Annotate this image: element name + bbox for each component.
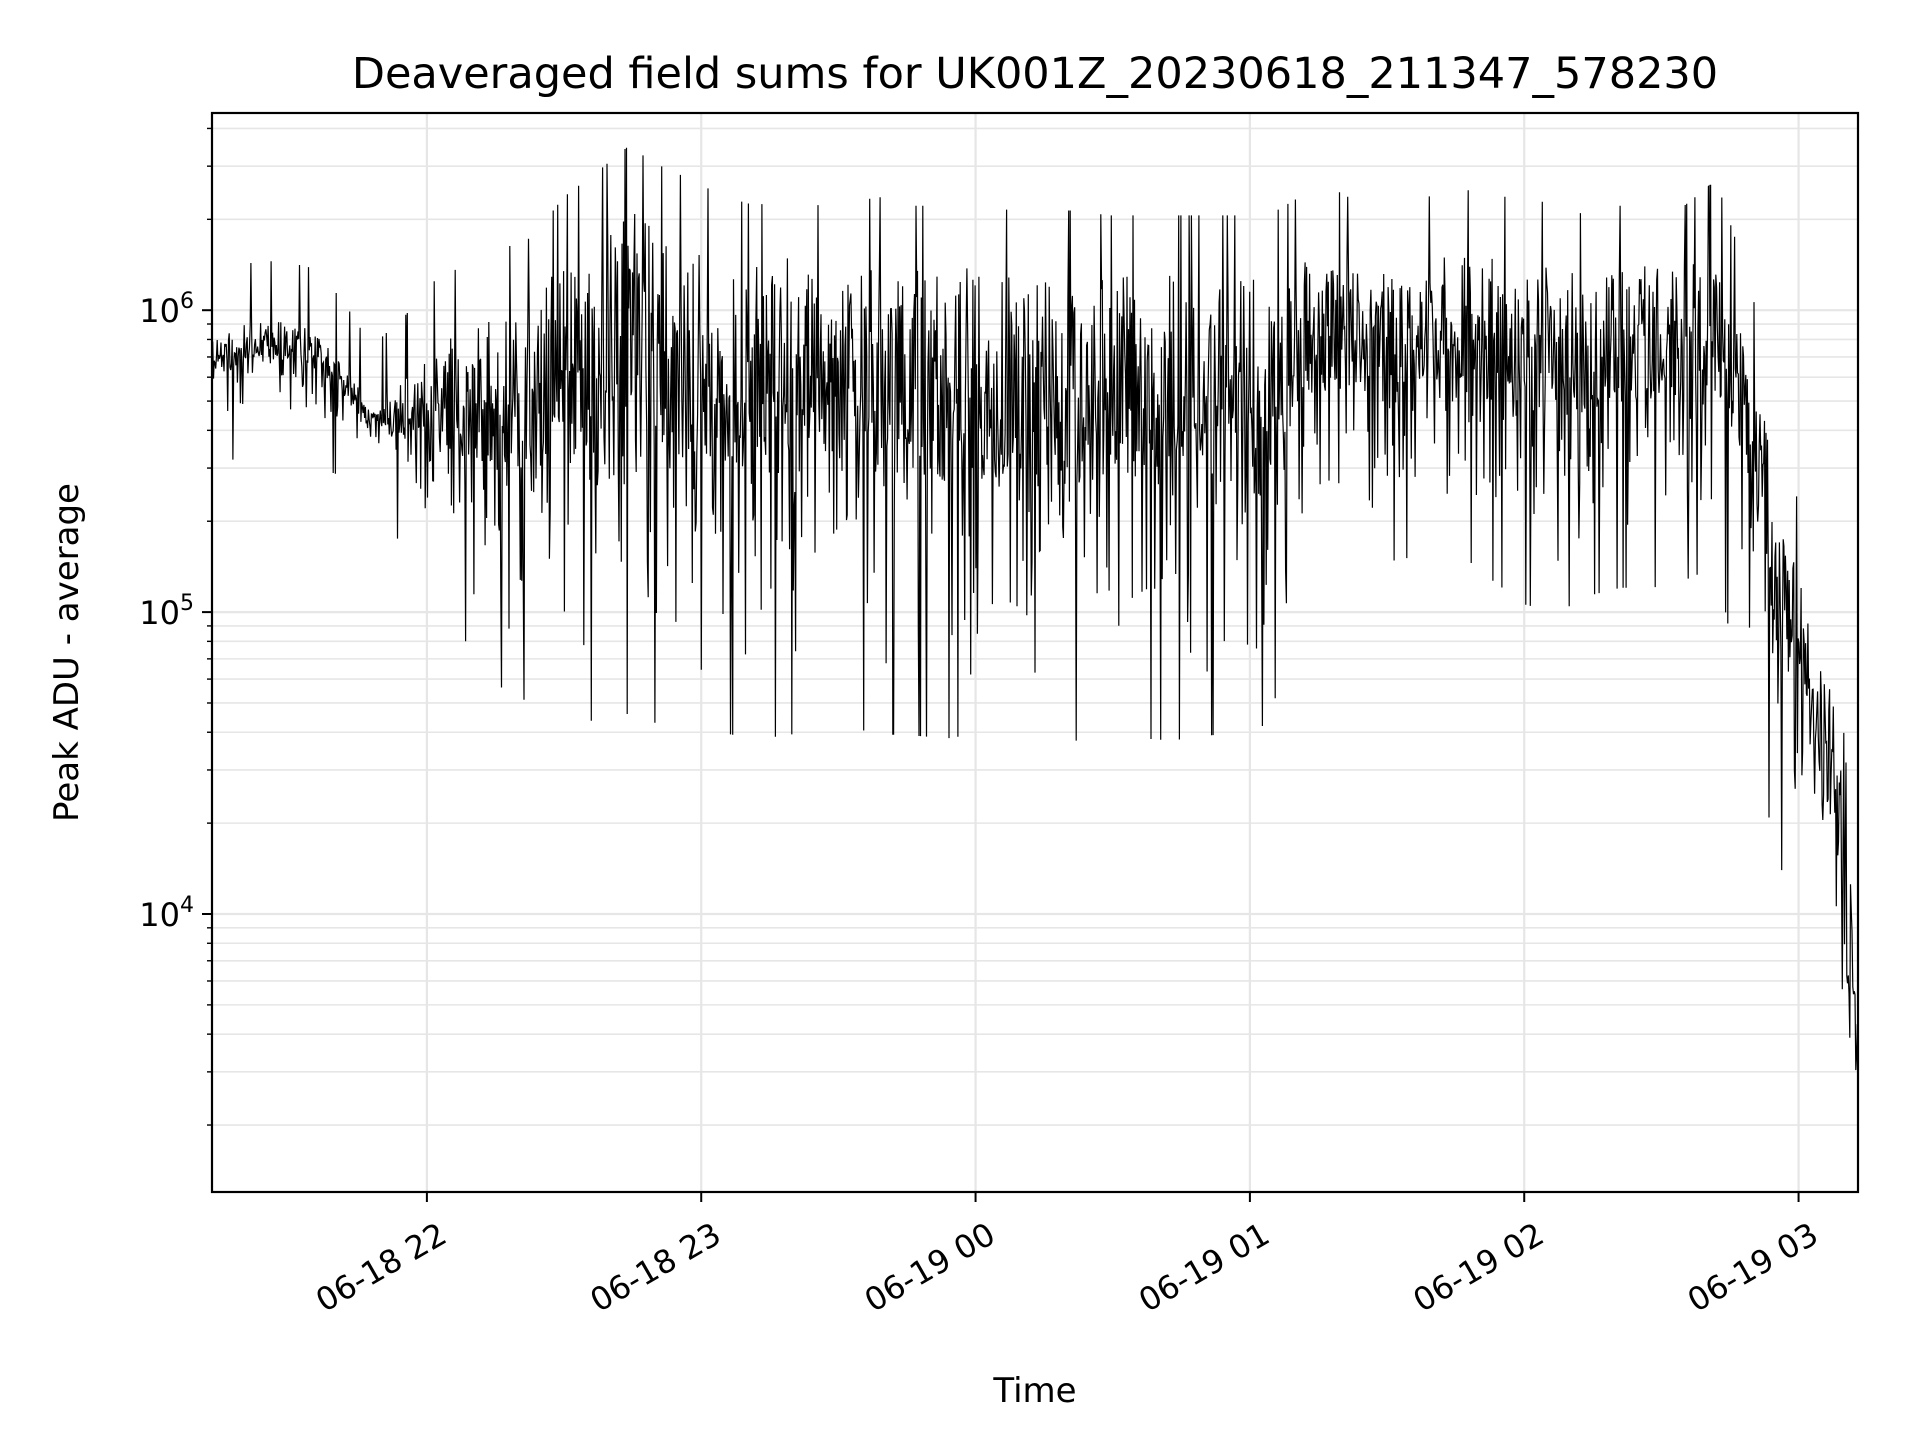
x-axis-label: Time bbox=[992, 1371, 1076, 1411]
y-tick-label: 105 bbox=[139, 591, 194, 632]
x-tick-label: 06-19 01 bbox=[1132, 1215, 1276, 1320]
y-tick-label: 104 bbox=[139, 893, 194, 934]
x-tick-label: 06-18 23 bbox=[584, 1215, 728, 1320]
y-axis-ticks: 104 105 106 bbox=[139, 127, 212, 1126]
series-line bbox=[211, 147, 1859, 1071]
plot-frame bbox=[210, 111, 1860, 1194]
x-tick-label: 06-19 02 bbox=[1407, 1215, 1551, 1320]
x-axis-ticks: 06-18 22 06-18 23 06-19 00 06-19 01 06-19 02… bbox=[309, 1192, 1825, 1320]
x-tick-label: 06-19 03 bbox=[1681, 1215, 1825, 1320]
y-axis-label: Peak ADU - average bbox=[47, 483, 87, 822]
series-path bbox=[211, 147, 1859, 1071]
x-tick-label: 06-18 22 bbox=[309, 1215, 453, 1320]
y-tick-label: 106 bbox=[139, 289, 194, 330]
x-tick-label: 06-19 00 bbox=[858, 1215, 1002, 1320]
chart-title: Deaveraged field sums for UK001Z_2023061… bbox=[352, 49, 1718, 99]
